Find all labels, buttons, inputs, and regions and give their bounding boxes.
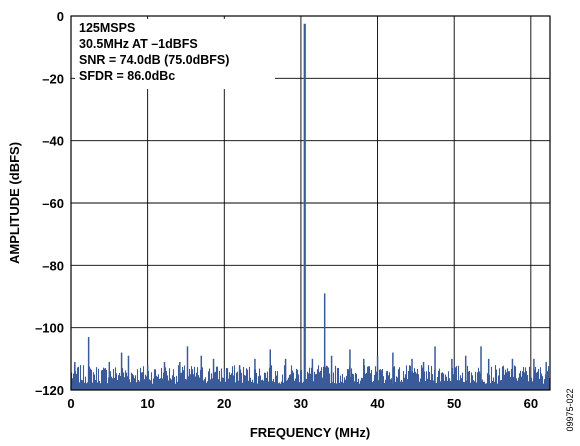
- annotation-box: [75, 19, 275, 89]
- y-tick-label: –20: [42, 71, 64, 86]
- y-tick-label: –80: [42, 258, 64, 273]
- y-axis-label: AMPLITUDE (dBFS): [7, 142, 22, 264]
- annotation-line-1: 125MSPS: [79, 21, 135, 35]
- y-tick-label: –100: [35, 321, 64, 336]
- y-tick-label: –40: [42, 134, 64, 149]
- x-axis-label: FREQUENCY (MHz): [250, 425, 370, 440]
- x-tick-label: 0: [67, 396, 74, 411]
- y-tick-label: 0: [57, 9, 64, 24]
- x-tick-label: 20: [217, 396, 231, 411]
- x-tick-labels: 0 10 20 30 40 50 60: [67, 396, 538, 411]
- x-tick-label: 10: [140, 396, 154, 411]
- x-tick-label: 60: [524, 396, 538, 411]
- plot-frame: [70, 15, 551, 391]
- grid-lines: [71, 16, 550, 390]
- x-tick-label: 30: [294, 396, 308, 411]
- y-tick-label: –60: [42, 196, 64, 211]
- x-tick-label: 40: [370, 396, 384, 411]
- annotation-line-2: 30.5MHz AT –1dBFS: [79, 37, 198, 51]
- figure-id: 09975-022: [565, 388, 575, 431]
- x-tick-label: 50: [447, 396, 461, 411]
- y-tick-labels: 0 –20 –40 –60 –80 –100 –120: [35, 9, 64, 398]
- annotation-line-4: SFDR = 86.0dBc: [79, 69, 175, 83]
- annotation-line-3: SNR = 74.0dB (75.0dBFS): [79, 53, 229, 67]
- y-tick-label: –120: [35, 383, 64, 398]
- series-marks: [74, 23, 547, 390]
